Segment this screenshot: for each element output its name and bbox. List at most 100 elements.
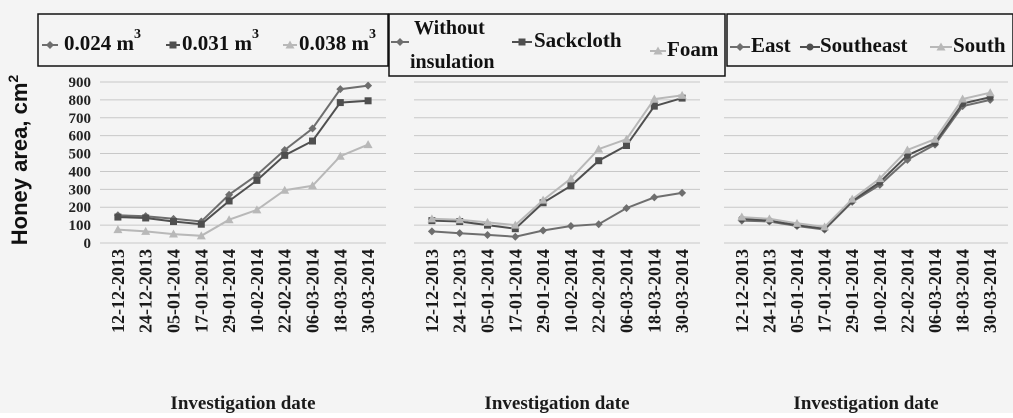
- data-point: [623, 142, 630, 150]
- legend-label: 0.024 m3: [64, 27, 141, 55]
- legend-swatch-marker: [285, 40, 295, 49]
- data-point: [427, 227, 436, 236]
- data-point: [678, 188, 687, 197]
- x-tick-label: 17-01-2014: [815, 249, 835, 333]
- legend-label: Sackcloth: [534, 28, 622, 52]
- series-line: [117, 84, 369, 223]
- x-tick-label: 06-03-2014: [303, 249, 323, 333]
- data-point: [196, 231, 206, 240]
- data-point: [170, 218, 177, 226]
- legend-label: insulation: [410, 51, 494, 73]
- legend-box: [726, 13, 1013, 67]
- data-point: [902, 145, 912, 154]
- x-tick-label: 18-03-2014: [330, 249, 350, 333]
- data-point: [820, 222, 830, 231]
- data-point: [566, 222, 575, 231]
- legend-label: 0.031 m3: [182, 27, 259, 55]
- x-tick-label: 17-01-2014: [191, 249, 211, 333]
- data-point: [281, 151, 289, 159]
- data-point: [363, 140, 373, 149]
- data-point: [364, 81, 373, 90]
- x-tick-label: 12-12-2013: [108, 249, 128, 333]
- legend-swatch-marker: [169, 41, 177, 49]
- x-tick-label: 10-02-2014: [870, 249, 890, 333]
- y-tick-label: 500: [69, 147, 92, 163]
- legend-swatch-marker: [46, 41, 54, 49]
- legend-label-text: 0.031 m: [182, 31, 253, 55]
- legend-label: Without: [414, 17, 485, 39]
- legend-3: East Southeast South: [726, 13, 1013, 67]
- x-tick-label: 22-02-2014: [897, 249, 917, 333]
- data-point: [309, 137, 316, 145]
- legend-label-text: 0.038 m: [299, 31, 370, 55]
- chart-panel-2: 12-12-2013 24-12-2013 05-01-2014 17-01-2014…: [388, 13, 726, 414]
- data-point: [455, 229, 464, 238]
- data-point: [253, 176, 261, 184]
- y-tick-label: 400: [69, 164, 92, 180]
- data-point: [737, 212, 747, 221]
- data-point: [511, 225, 519, 233]
- x-tick-label: 12-12-2013: [732, 249, 752, 333]
- data-point: [650, 193, 659, 202]
- legend-label-superscript: 3: [134, 27, 141, 42]
- data-point: [903, 151, 911, 159]
- legend-label-text: 0.024 m: [64, 31, 135, 55]
- series-line: [741, 91, 991, 228]
- legend-swatch-marker: [806, 43, 814, 51]
- legend-swatch-marker: [653, 46, 663, 55]
- y-tick-label: 900: [69, 75, 92, 91]
- legend-label-text: South: [953, 33, 1006, 57]
- data-point: [252, 205, 262, 214]
- legend-entry: Sackcloth: [512, 28, 622, 52]
- data-point: [875, 174, 885, 183]
- data-point: [280, 185, 290, 194]
- data-point: [847, 194, 857, 203]
- data-point: [650, 102, 658, 110]
- x-tick-label: 24-12-2013: [759, 249, 779, 333]
- legend-label-superscript: 3: [369, 27, 376, 42]
- x-tick-label: 06-03-2014: [617, 249, 637, 333]
- data-point: [594, 220, 603, 229]
- data-point: [225, 197, 233, 205]
- x-tick-label: 29-01-2014: [219, 249, 239, 333]
- data-point: [649, 94, 659, 103]
- data-point: [483, 230, 492, 239]
- x-tick-label: 18-03-2014: [644, 249, 664, 333]
- legend-swatch-marker: [518, 38, 526, 46]
- x-tick-label: 24-12-2013: [450, 249, 470, 333]
- x-tick-label: 05-01-2014: [478, 249, 498, 333]
- data-point: [595, 157, 603, 165]
- data-point: [930, 134, 940, 143]
- data-point: [958, 94, 968, 103]
- legend-entry: 0.024 m3: [42, 27, 141, 55]
- data-point: [483, 217, 492, 226]
- y-tick-label: 100: [69, 218, 92, 234]
- data-point: [622, 204, 631, 213]
- x-tick-label: 10-02-2014: [561, 249, 581, 333]
- data-point: [510, 220, 520, 229]
- legend-label-text: Sackcloth: [534, 28, 622, 52]
- data-point: [169, 229, 178, 238]
- series-line: [431, 94, 683, 227]
- y-tick-label: 300: [69, 182, 92, 198]
- legend-label-text: Foam: [667, 37, 719, 61]
- chart-panel-3: 12-12-2013 24-12-2013 05-01-2014 17-01-2014…: [724, 13, 1013, 414]
- legend-label-text: East: [751, 33, 791, 57]
- data-point: [567, 182, 575, 190]
- legend-entry: 0.038 m3: [283, 27, 376, 55]
- y-axis-label-text: Honey area, cm: [7, 83, 32, 246]
- series-line: [431, 191, 683, 238]
- data-point: [622, 134, 631, 143]
- data-point: [197, 220, 205, 228]
- legend-label-text: Southeast: [820, 33, 908, 57]
- x-axis-label: Investigation date: [793, 393, 938, 413]
- data-point: [113, 225, 123, 234]
- data-point: [225, 190, 234, 199]
- legend-box: [37, 13, 389, 67]
- x-axis-label: Investigation date: [484, 393, 629, 413]
- x-tick-label: 29-01-2014: [842, 249, 862, 333]
- y-tick-label: 0: [84, 236, 92, 252]
- x-tick-label: 30-03-2014: [672, 249, 692, 333]
